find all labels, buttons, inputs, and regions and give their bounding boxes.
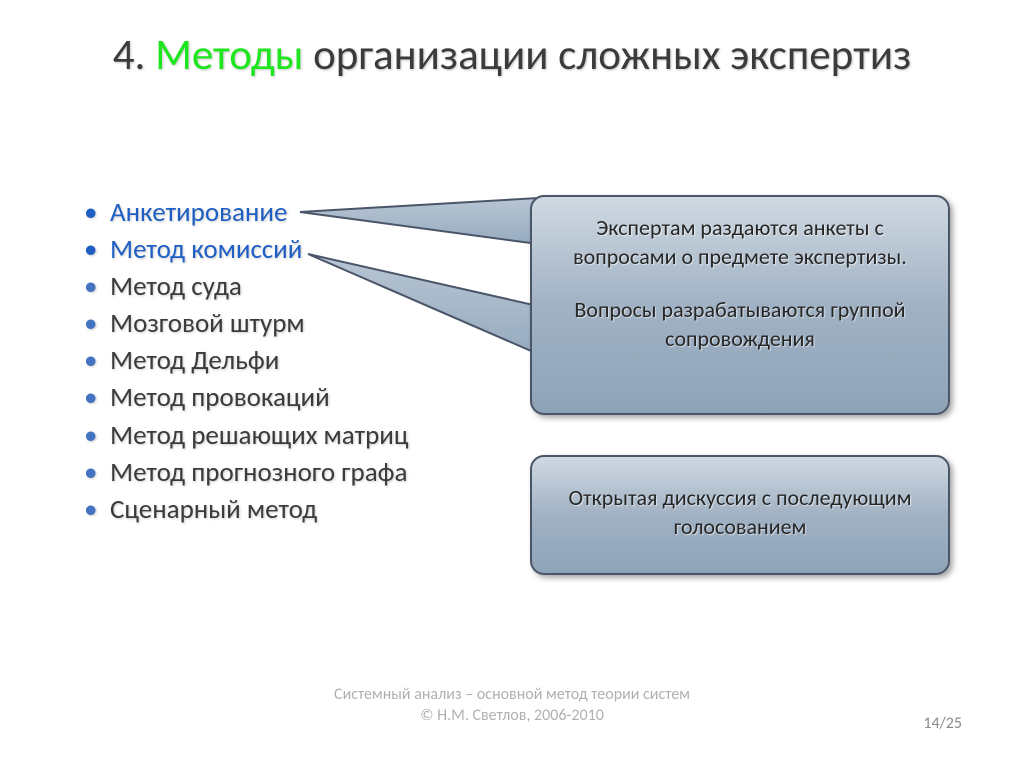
callout-box-1: Экспертам раздаются анкеты с вопросами о… [530,195,950,415]
callout2-text: Открытая дискуссия с последующим голосов… [552,473,928,541]
title-rest: организации сложных экспертиз [303,28,911,81]
callout1-p2: Вопросы разрабатываются группой сопровож… [552,295,928,353]
callout-pointer-1 [300,196,540,256]
slide: 4. Методы организации сложных экспертиз … [0,0,1024,767]
bullet-item-5: Метод провокаций [84,380,464,415]
footer: Системный анализ – основной метод теории… [0,685,1024,727]
footer-line-2: © Н.М. Светлов, 2006-2010 [420,706,604,725]
bullet-item-7: Метод прогнозного графа [84,455,464,490]
page-number: 14/25 [923,714,962,733]
slide-title: 4. Методы организации сложных экспертиз [0,28,1024,82]
bullet-item-6: Метод решающих матриц [84,418,464,453]
callout1-p1: Экспертам раздаются анкеты с вопросами о… [552,213,928,271]
callout-pointer-2 [308,248,540,358]
footer-line-1: Системный анализ – основной метод теории… [334,685,690,704]
title-prefix: 4. [113,28,155,81]
title-accent: Методы [155,28,303,81]
callout-box-2: Открытая дискуссия с последующим голосов… [530,455,950,575]
bullet-item-8: Сценарный метод [84,492,464,527]
